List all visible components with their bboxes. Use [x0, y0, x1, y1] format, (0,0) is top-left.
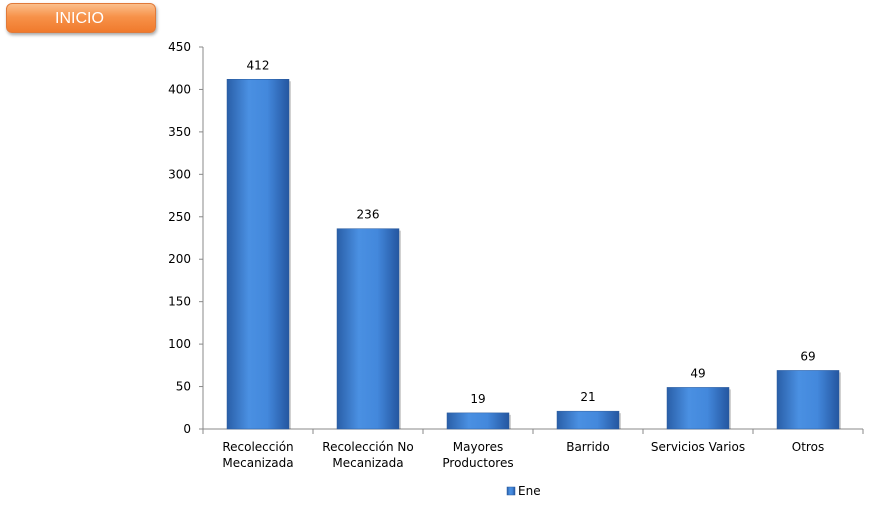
- category-label: Servicios Varios: [651, 440, 745, 454]
- data-label: 21: [580, 390, 595, 404]
- bar: [446, 412, 510, 430]
- bar: [226, 79, 290, 430]
- legend: Ene: [506, 484, 541, 498]
- labels: 412 Recolección Mecanizada 236 Recolección N…: [222, 58, 824, 470]
- y-tick-label: 350: [168, 125, 191, 139]
- y-tick-label: 0: [183, 422, 191, 436]
- legend-label: Ene: [518, 484, 541, 498]
- bar: [776, 370, 840, 430]
- data-label: 69: [800, 349, 815, 363]
- y-tick-label: 450: [168, 40, 191, 54]
- data-label: 49: [690, 366, 705, 380]
- bar: [666, 387, 730, 430]
- inicio-button[interactable]: INICIO: [6, 3, 156, 33]
- y-tick-label: 400: [168, 82, 191, 96]
- data-label: 412: [247, 58, 270, 72]
- category-label: Productores: [442, 456, 513, 470]
- category-label: Barrido: [566, 440, 610, 454]
- data-label: 236: [357, 208, 380, 222]
- bars: [226, 79, 841, 430]
- bar: [336, 228, 400, 430]
- y-tick-label: 300: [168, 167, 191, 181]
- y-tick-label: 200: [168, 252, 191, 266]
- y-tick-label: 100: [168, 337, 191, 351]
- y-tick-label: 50: [176, 380, 191, 394]
- category-label: Otros: [792, 440, 824, 454]
- category-label: Mecanizada: [332, 456, 403, 470]
- category-label: Recolección No: [322, 440, 413, 454]
- legend-swatch: [506, 486, 516, 496]
- category-label: Recolección: [222, 440, 293, 454]
- category-label: Mecanizada: [222, 456, 293, 470]
- bar: [556, 410, 620, 430]
- axes: 0 50 100 150 200 250 300 350 400 450: [168, 40, 864, 436]
- y-tick-label: 150: [168, 295, 191, 309]
- category-label: Mayores: [453, 440, 503, 454]
- data-label: 19: [470, 392, 485, 406]
- y-tick-label: 250: [168, 210, 191, 224]
